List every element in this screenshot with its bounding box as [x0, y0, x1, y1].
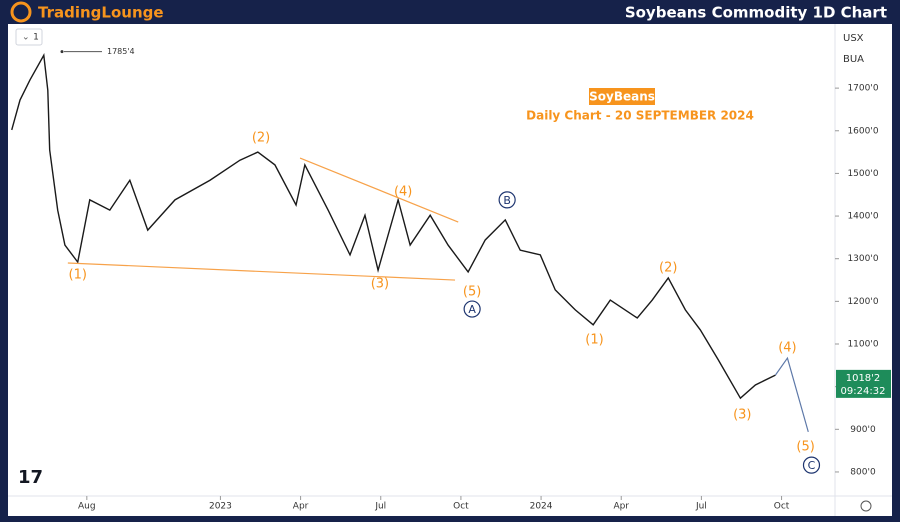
interval-chevron: ⌄: [22, 33, 30, 43]
chart-title: Soybeans Commodity 1D Chart: [625, 4, 887, 22]
wave-label: (3): [371, 276, 389, 291]
x-tick-label: 2024: [530, 502, 553, 512]
annotation: Daily Chart - 20 SEPTEMBER 2024: [526, 109, 754, 123]
countdown: 09:24:32: [841, 386, 886, 397]
x-tick-label: Aug: [78, 502, 96, 512]
wave-circle: [802, 456, 821, 474]
y-tick-label: 1200'0: [847, 297, 878, 307]
y-tick-label: 900'0: [850, 425, 876, 435]
y-tick-label: 1600'0: [847, 126, 878, 136]
y-tick-label: 1500'0: [847, 169, 878, 179]
trend-line: [299, 157, 459, 223]
y-tick-label: 1700'0: [847, 84, 878, 94]
price-line: [11, 53, 776, 400]
x-tick-label: Apr: [613, 502, 629, 512]
last-price-box: [836, 369, 891, 398]
trend-line: [67, 262, 456, 281]
wave-label: (4): [394, 185, 412, 200]
y-tick-label: 800'0: [850, 467, 876, 477]
tv-logo: 𝟭𝟳: [18, 467, 43, 488]
x-tick-label: 2023: [209, 502, 232, 512]
x-tick-label: Oct: [774, 502, 790, 512]
x-tick-label: Jul: [695, 502, 707, 512]
wave-circle: [463, 300, 481, 318]
x-tick-label: Oct: [453, 502, 469, 512]
y-tick-label: 1100'0: [847, 340, 878, 350]
wave-label: (1): [585, 333, 603, 348]
panel: [8, 24, 892, 516]
wave-label: (5): [463, 284, 481, 299]
high-marker-label: 1785'4: [107, 47, 135, 56]
wave-label: (5): [796, 439, 814, 454]
wave-label: (2): [252, 131, 270, 146]
trend-line: [774, 356, 809, 433]
wave-label: (4): [778, 340, 796, 355]
x-tick-label: Apr: [293, 502, 309, 512]
wave-circle: [498, 191, 516, 209]
last-price-label: 1018'2: [846, 373, 881, 384]
wave-label: (2): [659, 261, 677, 276]
y-tick-label: 1400'0: [847, 212, 878, 222]
interval[interactable]: 1: [33, 33, 39, 43]
interval-box[interactable]: [15, 28, 43, 46]
price-axis-label: USX: [843, 33, 864, 44]
subtitle-box: [589, 88, 655, 105]
subtitle: SoyBeans: [589, 90, 655, 104]
wave-label: (1): [69, 267, 87, 282]
wave-label: A: [468, 303, 476, 316]
wave-label: (3): [733, 407, 751, 422]
settings-icon[interactable]: [860, 500, 872, 512]
brand: TradingLounge: [38, 4, 164, 22]
y-tick-label: 1300'0: [847, 254, 878, 264]
price-axis-label: BUA: [843, 54, 864, 65]
x-tick-label: Jul: [374, 502, 386, 512]
wave-label: B: [503, 194, 511, 207]
logo-icon: [10, 1, 32, 23]
wave-label: C: [808, 459, 816, 472]
high-marker-dot: [60, 50, 64, 54]
